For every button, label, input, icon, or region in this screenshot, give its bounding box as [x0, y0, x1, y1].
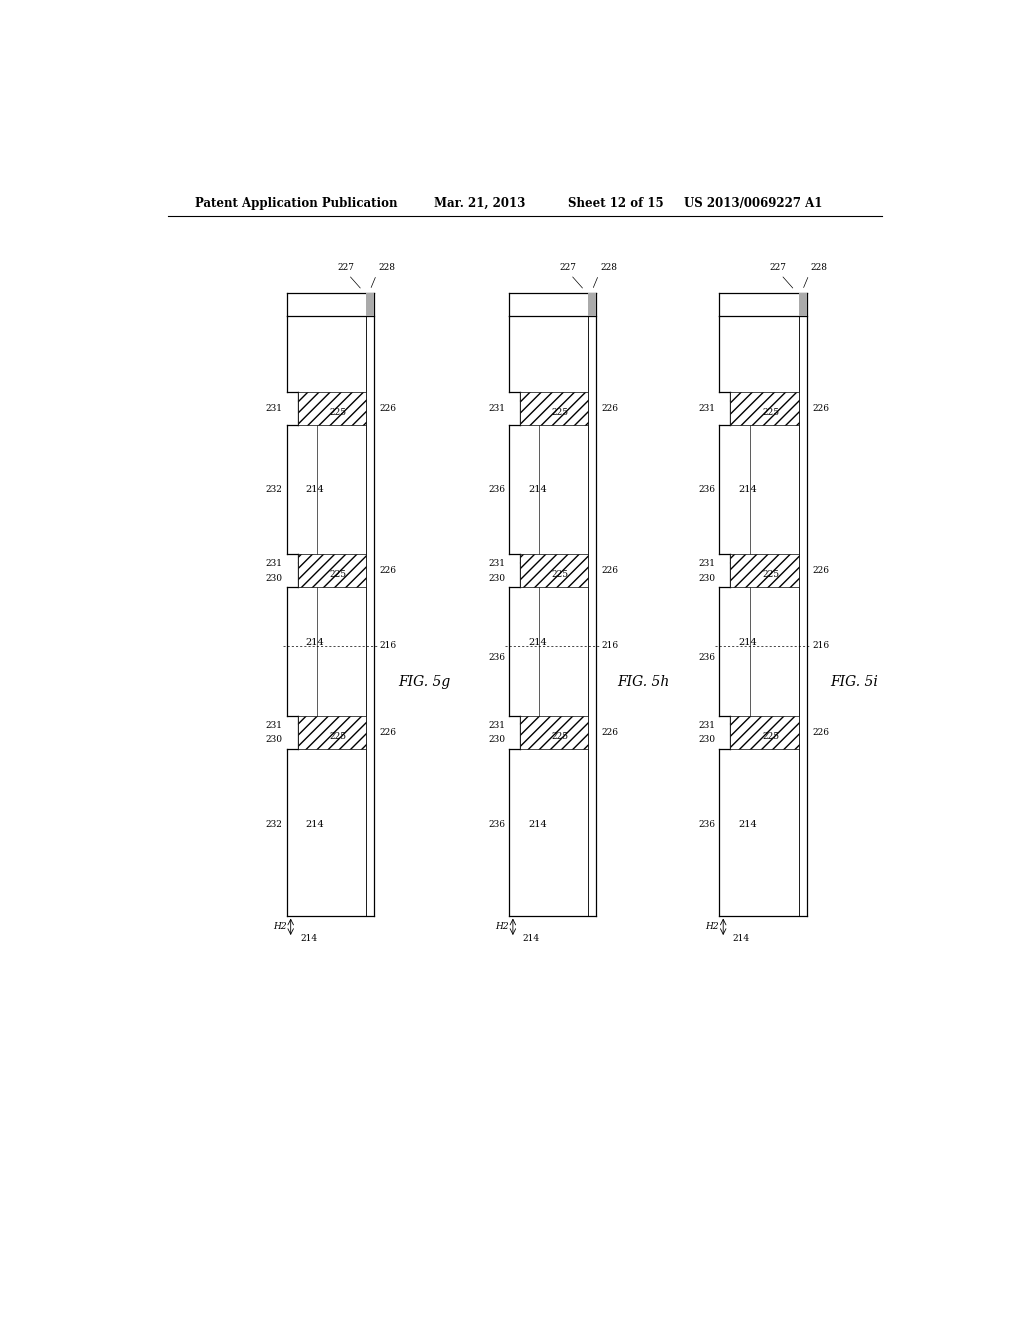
Text: 225: 225 [330, 570, 346, 578]
Text: 231: 231 [698, 404, 715, 413]
Bar [298, 717, 367, 750]
Text: Sheet 12 of 15: Sheet 12 of 15 [568, 197, 665, 210]
Text: 214: 214 [528, 820, 547, 829]
Text: 225: 225 [552, 731, 568, 741]
Text: 227: 227 [769, 263, 786, 272]
Text: H2: H2 [706, 923, 719, 932]
Text: 230: 230 [266, 735, 283, 744]
Text: 231: 231 [266, 721, 283, 730]
Text: Patent Application Publication: Patent Application Publication [196, 197, 398, 210]
Bar [520, 717, 588, 750]
Bar [730, 392, 799, 425]
Bar [367, 293, 374, 315]
Text: 226: 226 [380, 729, 396, 737]
Text: 230: 230 [698, 574, 715, 582]
Text: 227: 227 [337, 263, 354, 272]
Text: 232: 232 [266, 486, 283, 495]
Text: 214: 214 [300, 935, 317, 942]
Text: H2: H2 [496, 923, 509, 932]
Bar [298, 554, 367, 587]
Text: US 2013/0069227 A1: US 2013/0069227 A1 [684, 197, 822, 210]
Text: 214: 214 [738, 820, 757, 829]
Text: 214: 214 [528, 486, 547, 495]
Text: 226: 226 [602, 404, 618, 413]
Text: 236: 236 [698, 820, 715, 829]
Text: 225: 225 [762, 731, 779, 741]
Text: 225: 225 [330, 731, 346, 741]
Text: 216: 216 [380, 642, 396, 651]
Bar [588, 293, 596, 315]
Text: 214: 214 [306, 486, 325, 495]
Text: 228: 228 [600, 263, 617, 272]
Bar [730, 554, 799, 587]
Text: 214: 214 [306, 639, 325, 647]
Text: 230: 230 [488, 574, 505, 582]
Text: 230: 230 [698, 735, 715, 744]
Text: 226: 226 [812, 404, 829, 413]
Text: 214: 214 [738, 486, 757, 495]
Text: 226: 226 [812, 566, 829, 576]
Text: 231: 231 [266, 560, 283, 568]
Text: 214: 214 [522, 935, 540, 942]
Bar [730, 717, 799, 750]
Text: 231: 231 [266, 404, 283, 413]
Text: 228: 228 [811, 263, 827, 272]
Text: 230: 230 [488, 735, 505, 744]
Bar [298, 392, 367, 425]
Bar [520, 554, 588, 587]
Text: 225: 225 [330, 408, 346, 417]
Text: 225: 225 [552, 570, 568, 578]
Text: 231: 231 [488, 721, 505, 730]
Text: Mar. 21, 2013: Mar. 21, 2013 [433, 197, 525, 210]
Text: 216: 216 [602, 642, 618, 651]
Text: 236: 236 [488, 820, 505, 829]
Text: 225: 225 [762, 408, 779, 417]
Text: 236: 236 [698, 486, 715, 495]
Text: 226: 226 [812, 729, 829, 737]
Text: 226: 226 [380, 566, 396, 576]
Text: H2: H2 [273, 923, 287, 932]
Text: 216: 216 [812, 642, 829, 651]
Text: 225: 225 [552, 408, 568, 417]
Text: FIG. 5g: FIG. 5g [397, 675, 451, 689]
Text: 231: 231 [488, 560, 505, 568]
Text: FIG. 5i: FIG. 5i [830, 675, 879, 689]
Text: 226: 226 [602, 566, 618, 576]
Text: FIG. 5h: FIG. 5h [617, 675, 670, 689]
Text: 231: 231 [698, 560, 715, 568]
Text: 236: 236 [488, 653, 505, 663]
Text: 236: 236 [698, 653, 715, 663]
Text: 231: 231 [488, 404, 505, 413]
Text: 214: 214 [733, 935, 750, 942]
Bar [520, 392, 588, 425]
Text: 226: 226 [380, 404, 396, 413]
Text: 232: 232 [266, 820, 283, 829]
Text: 214: 214 [306, 820, 325, 829]
Text: 226: 226 [602, 729, 618, 737]
Text: 214: 214 [528, 639, 547, 647]
Text: 225: 225 [762, 570, 779, 578]
Text: 214: 214 [738, 639, 757, 647]
Text: 230: 230 [266, 574, 283, 582]
Bar [799, 293, 807, 315]
Text: 228: 228 [378, 263, 395, 272]
Text: 227: 227 [559, 263, 577, 272]
Text: 236: 236 [488, 486, 505, 495]
Text: 231: 231 [698, 721, 715, 730]
